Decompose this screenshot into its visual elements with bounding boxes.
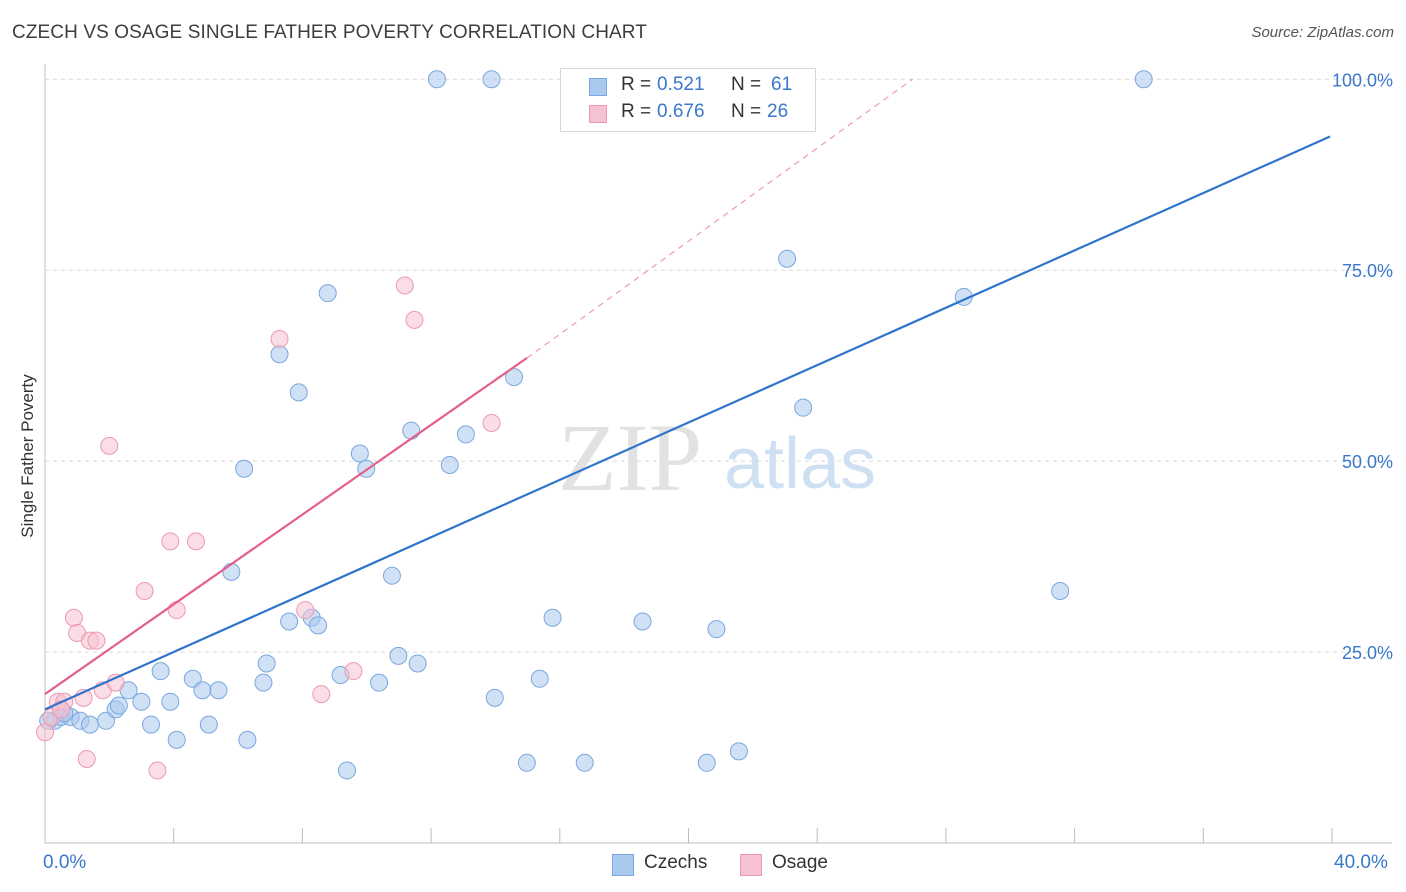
- czechs-point-9: [132, 692, 151, 711]
- x-tick-label-min: 0.0%: [43, 852, 87, 873]
- czechs-point-11: [151, 662, 170, 681]
- czechs-point-33: [370, 673, 389, 692]
- trend-lines: [44, 78, 1331, 711]
- osage-r-label: R =: [621, 101, 652, 122]
- czechs-point-35: [389, 646, 408, 665]
- y-tick-labels: 25.0% 50.0% 75.0% 100.0%: [1332, 70, 1393, 663]
- czechs-point-48: [707, 620, 726, 639]
- czechs-point-15: [193, 681, 212, 700]
- czechs-point-45: [575, 753, 594, 772]
- osage-swatch: [589, 105, 607, 123]
- czechs-point-56: [482, 70, 501, 89]
- osage-point-24: [52, 700, 71, 719]
- czechs-point-51: [794, 398, 813, 417]
- czechs-point-39: [456, 425, 475, 444]
- legend-osage-label: Osage: [772, 852, 828, 873]
- y-tick-label-0: 25.0%: [1342, 643, 1393, 663]
- czechs-n-value: 61: [771, 74, 793, 95]
- czechs-point-10: [142, 715, 161, 734]
- czechs-point-46: [633, 612, 652, 631]
- czechs-point-47: [697, 753, 716, 772]
- czechs-point-24: [280, 612, 299, 631]
- osage-point-13: [161, 532, 180, 551]
- osage-point-20: [395, 276, 414, 295]
- chart-title: CZECH VS OSAGE SINGLE FATHER POVERTY COR…: [12, 22, 647, 43]
- czechs-point-53: [1051, 581, 1070, 600]
- czechs-swatch: [589, 78, 607, 96]
- osage-points: [36, 276, 501, 780]
- czechs-point-40: [485, 688, 504, 707]
- czechs-point-54: [1134, 70, 1153, 89]
- osage-trendline-extension: [526, 78, 913, 359]
- osage-point-16: [270, 329, 289, 348]
- czechs-r-value: 0.521: [657, 74, 705, 95]
- legend-czechs-swatch: [612, 854, 634, 876]
- czechs-point-55: [427, 70, 446, 89]
- czechs-point-36: [402, 421, 421, 440]
- czechs-point-31: [350, 444, 369, 463]
- czechs-r-label: R =: [621, 74, 652, 95]
- osage-point-0: [36, 723, 54, 742]
- osage-trendline: [44, 357, 528, 695]
- czechs-point-13: [167, 730, 186, 749]
- czechs-point-37: [408, 654, 427, 673]
- czechs-point-20: [238, 730, 257, 749]
- czechs-point-18: [222, 562, 241, 581]
- y-tick-label-2: 75.0%: [1342, 261, 1393, 281]
- x-tick-label-max: 40.0%: [1334, 852, 1388, 873]
- osage-point-12: [148, 761, 167, 780]
- y-axis-label: Single Father Poverty: [18, 374, 37, 538]
- osage-point-3: [64, 608, 83, 627]
- legend-osage-swatch: [740, 854, 762, 876]
- czechs-trendline: [44, 135, 1331, 711]
- axis-layer: [44, 64, 1392, 844]
- czechs-point-19: [235, 459, 254, 478]
- osage-point-21: [405, 310, 424, 329]
- czechs-point-16: [199, 715, 218, 734]
- osage-point-22: [482, 413, 501, 432]
- osage-point-14: [167, 601, 186, 620]
- osage-point-7: [87, 631, 106, 650]
- osage-n-value: 26: [767, 101, 789, 122]
- osage-n-label: N =: [731, 101, 762, 122]
- grid-layer: [45, 78, 1392, 653]
- osage-point-17: [296, 601, 315, 620]
- czechs-point-42: [517, 753, 536, 772]
- legend-czechs-label: Czechs: [644, 852, 708, 873]
- osage-r-value: 0.676: [657, 101, 705, 122]
- osage-point-5: [77, 749, 96, 768]
- osage-point-18: [312, 685, 331, 704]
- stats-box: R = 0.521 N = 61 R = 0.676 N = 26: [560, 68, 816, 132]
- y-tick-label-3: 100.0%: [1332, 70, 1393, 90]
- czechs-point-23: [270, 345, 289, 364]
- czechs-point-22: [257, 654, 276, 673]
- czechs-point-49: [729, 742, 748, 761]
- czechs-n-label: N =: [731, 74, 762, 95]
- czechs-point-50: [778, 249, 797, 268]
- osage-point-19: [344, 662, 363, 681]
- czechs-point-21: [254, 673, 273, 692]
- czechs-point-30: [337, 761, 356, 780]
- czechs-point-25: [289, 383, 308, 402]
- osage-point-15: [186, 532, 205, 551]
- czechs-point-44: [543, 608, 562, 627]
- source-label: Source: ZipAtlas.com: [1251, 24, 1394, 41]
- watermark-atlas: atlas: [724, 424, 876, 504]
- czechs-point-28: [318, 284, 337, 303]
- y-tick-label-1: 50.0%: [1342, 452, 1393, 472]
- osage-point-11: [135, 581, 154, 600]
- czechs-point-34: [382, 566, 401, 585]
- czechs-point-41: [505, 368, 524, 387]
- czechs-point-4: [80, 715, 99, 734]
- osage-point-9: [100, 436, 119, 455]
- watermark-zip: ZIP: [558, 404, 702, 511]
- czechs-point-12: [161, 692, 180, 711]
- czechs-point-27: [309, 616, 328, 635]
- czechs-point-7: [109, 696, 128, 715]
- czechs-point-17: [209, 681, 228, 700]
- czechs-point-43: [530, 669, 549, 688]
- watermark: ZIP atlas: [558, 404, 876, 511]
- czechs-point-38: [440, 455, 459, 474]
